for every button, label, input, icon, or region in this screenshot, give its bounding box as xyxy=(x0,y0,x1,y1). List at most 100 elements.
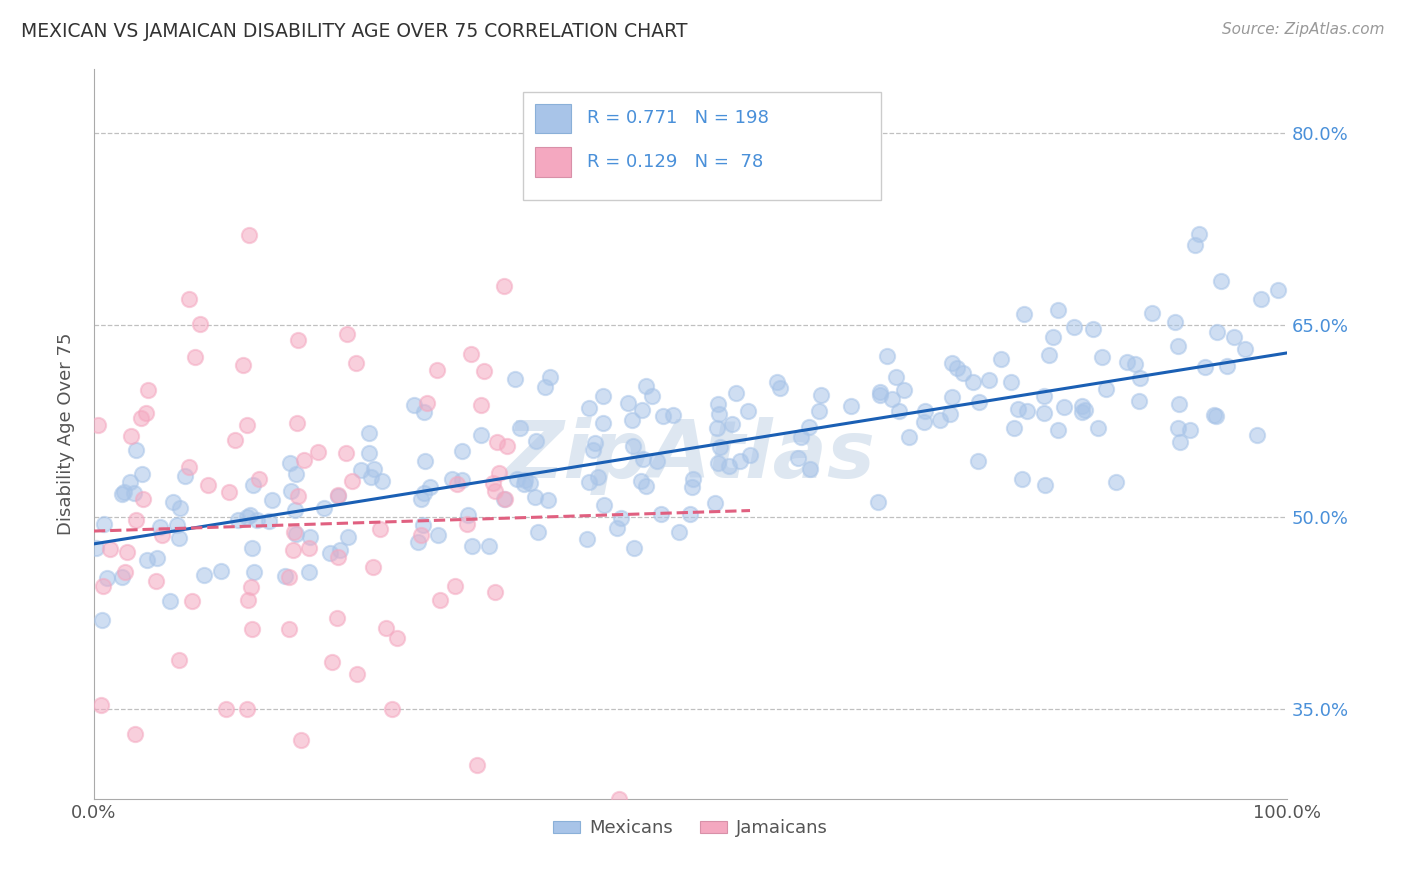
Point xyxy=(460,346,482,360)
Point xyxy=(184,350,207,364)
Point xyxy=(236,593,259,607)
Point xyxy=(1123,357,1146,371)
Point xyxy=(534,380,557,394)
Point xyxy=(967,394,990,409)
Point xyxy=(1083,322,1105,336)
Legend: Mexicans, Jamaicans: Mexicans, Jamaicans xyxy=(546,812,835,845)
Point xyxy=(285,416,308,430)
Point xyxy=(247,472,270,486)
Point xyxy=(419,480,441,494)
Point xyxy=(166,517,188,532)
Point xyxy=(239,580,262,594)
Point xyxy=(1167,421,1189,435)
Point xyxy=(1032,406,1054,420)
Point xyxy=(868,495,890,509)
Point xyxy=(284,503,307,517)
Point xyxy=(120,475,142,489)
Point xyxy=(93,517,115,532)
Point xyxy=(515,473,537,487)
Point xyxy=(278,570,301,584)
Point xyxy=(159,594,181,608)
Point xyxy=(129,410,152,425)
Point xyxy=(426,362,449,376)
Point xyxy=(374,621,396,635)
Point xyxy=(239,508,262,522)
Point xyxy=(1234,342,1257,356)
Point xyxy=(465,758,488,772)
Point xyxy=(321,655,343,669)
Point xyxy=(718,458,741,473)
Point xyxy=(409,491,432,506)
Point xyxy=(1129,370,1152,384)
Point xyxy=(1178,423,1201,437)
Y-axis label: Disability Age Over 75: Disability Age Over 75 xyxy=(58,333,75,535)
Point xyxy=(122,486,145,500)
Point xyxy=(636,479,658,493)
FancyBboxPatch shape xyxy=(523,92,882,200)
Point xyxy=(174,469,197,483)
Point xyxy=(371,474,394,488)
Point xyxy=(280,484,302,499)
Point xyxy=(1074,403,1097,417)
Text: R = 0.129   N =  78: R = 0.129 N = 78 xyxy=(586,153,763,171)
Point xyxy=(952,366,974,380)
Point xyxy=(484,585,506,599)
Point xyxy=(607,792,630,806)
Point xyxy=(633,451,655,466)
Point xyxy=(1052,400,1074,414)
Point xyxy=(537,492,560,507)
Point xyxy=(329,542,352,557)
Point xyxy=(236,418,259,433)
Point xyxy=(298,565,321,579)
Point xyxy=(443,579,465,593)
Point xyxy=(790,429,813,443)
Point xyxy=(503,372,526,386)
Point xyxy=(1211,274,1233,288)
Point xyxy=(114,565,136,579)
Point xyxy=(236,509,259,524)
Point xyxy=(274,568,297,582)
Point xyxy=(218,484,240,499)
Point xyxy=(869,388,891,402)
Point xyxy=(470,427,492,442)
Point xyxy=(110,487,132,501)
Point xyxy=(1105,475,1128,490)
Point xyxy=(492,279,515,293)
Point xyxy=(488,466,510,480)
Point xyxy=(120,429,142,443)
Point xyxy=(1116,355,1139,369)
Point xyxy=(96,571,118,585)
Point xyxy=(135,406,157,420)
Point xyxy=(523,490,546,504)
Point xyxy=(298,541,321,556)
Point xyxy=(307,445,329,459)
Point xyxy=(111,570,134,584)
Point xyxy=(361,560,384,574)
Point xyxy=(344,356,367,370)
Point xyxy=(346,667,368,681)
Point xyxy=(799,420,821,434)
Point xyxy=(132,491,155,506)
Point xyxy=(283,524,305,539)
Point xyxy=(240,622,263,636)
Point xyxy=(215,701,238,715)
Point xyxy=(426,527,449,541)
FancyBboxPatch shape xyxy=(536,147,571,177)
Point xyxy=(381,702,404,716)
Point xyxy=(482,476,505,491)
Point xyxy=(124,727,146,741)
Point xyxy=(1206,325,1229,339)
Point xyxy=(977,373,1000,387)
Point xyxy=(641,389,664,403)
Point xyxy=(630,403,652,417)
Point xyxy=(506,472,529,486)
Point xyxy=(766,376,789,390)
Point xyxy=(485,435,508,450)
Point xyxy=(737,403,759,417)
Point xyxy=(738,448,761,462)
Point xyxy=(1002,421,1025,435)
Point xyxy=(290,733,312,747)
Point xyxy=(967,453,990,467)
Point xyxy=(280,456,302,470)
Point xyxy=(240,541,263,556)
